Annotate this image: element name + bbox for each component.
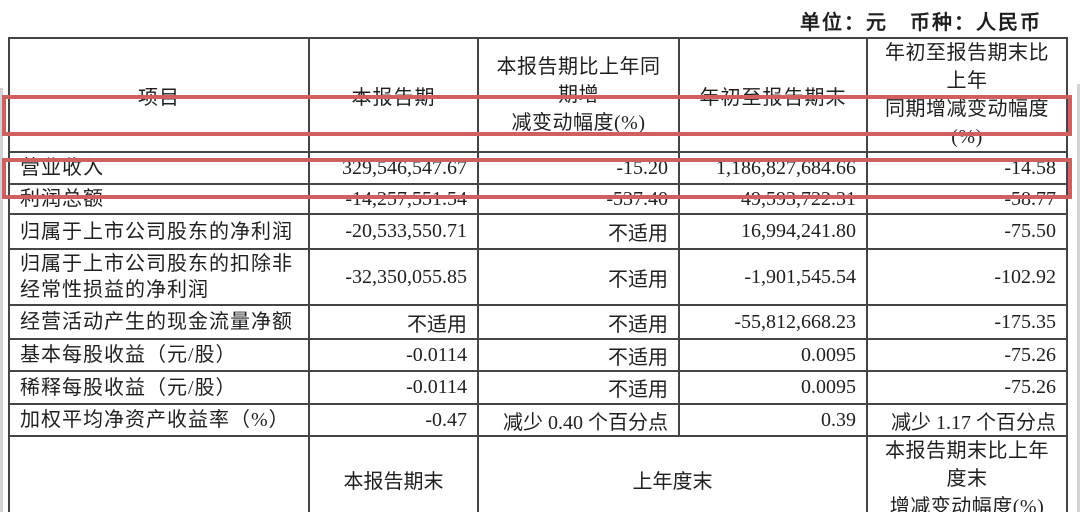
ytd-cell: -1,901,545.54 (678, 248, 868, 306)
ytd-cell: 1,186,827,684.66 (678, 151, 868, 185)
header-ytd-change: 年初至报告期末比上年 同期增减变动幅度(%) (866, 37, 1068, 153)
ytd-cell: -55,812,668.23 (678, 304, 868, 340)
table-subheader-row: 本报告期末 上年度末 本报告期末比上年度末 增减变动幅度(%) (8, 435, 1068, 512)
header-ytd: 年初至报告期末 (678, 37, 868, 153)
table-row-total-profit: 利润总额 -14,257,551.54 -537.40 49,593,722.3… (8, 183, 1068, 215)
header-ytd-change-line2: 同期增减变动幅度(%) (885, 98, 1049, 148)
page-right-edge (1077, 84, 1080, 512)
item-label-cell: 加权平均净资产收益率（%） (8, 403, 310, 437)
current-period-cell: -14,257,551.54 (308, 183, 479, 215)
item-label-cell: 基本每股收益（元/股） (8, 338, 310, 372)
ytd-change-cell: 减少 1.17 个百分点 (866, 403, 1068, 437)
current-period-cell: -32,350,055.85 (308, 248, 479, 306)
current-change-cell: -15.20 (477, 151, 680, 185)
header-current-period: 本报告期 (308, 37, 479, 153)
header-current-change-line1: 本报告期比上年同期增 (496, 56, 661, 106)
ytd-change-cell: -75.50 (866, 213, 1068, 250)
current-change-cell: 不适用 (477, 213, 680, 250)
table-row-deducted-net-profit: 归属于上市公司股东的扣除非经常性损益的净利润 -32,350,055.85 不适… (8, 248, 1068, 306)
current-change-cell: 不适用 (477, 248, 680, 306)
subheader-end-change-line1: 本报告期末比上年度末 (885, 440, 1049, 490)
current-change-cell: 减少 0.40 个百分点 (477, 403, 680, 437)
current-change-cell: -537.40 (477, 183, 680, 215)
current-period-cell: 不适用 (308, 304, 479, 340)
subheader-item (8, 435, 310, 512)
ytd-change-cell: -58.77 (866, 183, 1068, 215)
current-period-cell: 329,546,547.67 (308, 151, 479, 185)
header-item: 项目 (8, 37, 310, 153)
subheader-end-change-line2: 增减变动幅度(%) (889, 496, 1045, 512)
ytd-change-cell: -75.26 (866, 338, 1068, 372)
subheader-prev-year-end: 上年度末 (477, 435, 868, 512)
page-left-edge (0, 88, 3, 512)
current-change-cell: 不适用 (477, 338, 680, 372)
ytd-change-cell: -102.92 (866, 248, 1068, 306)
item-label-cell: 利润总额 (8, 183, 310, 215)
table-row-diluted-eps: 稀释每股收益（元/股） -0.0114 不适用 0.0095 -75.26 (8, 370, 1068, 405)
ytd-change-cell: -75.26 (866, 370, 1068, 405)
table-row-net-profit: 归属于上市公司股东的净利润 -20,533,550.71 不适用 16,994,… (8, 213, 1068, 250)
ytd-cell: 0.39 (678, 403, 868, 437)
current-period-cell: -0.0114 (308, 370, 479, 405)
item-label-cell: 归属于上市公司股东的净利润 (8, 213, 310, 250)
current-change-cell: 不适用 (477, 370, 680, 405)
table-row-weighted-avg-roe: 加权平均净资产收益率（%） -0.47 减少 0.40 个百分点 0.39 减少… (8, 403, 1068, 437)
ytd-cell: 0.0095 (678, 370, 868, 405)
subheader-end-change: 本报告期末比上年度末 增减变动幅度(%) (866, 435, 1068, 512)
header-ytd-change-line1: 年初至报告期末比上年 (885, 42, 1049, 92)
table-row-operating-cash-flow: 经营活动产生的现金流量净额 不适用 不适用 -55,812,668.23 -17… (8, 304, 1068, 340)
ytd-change-cell: -175.35 (866, 304, 1068, 340)
item-label-cell: 经营活动产生的现金流量净额 (8, 304, 310, 340)
table-row-revenue: 营业收入 329,546,547.67 -15.20 1,186,827,684… (8, 151, 1068, 185)
current-period-cell: -0.0114 (308, 338, 479, 372)
ytd-cell: 0.0095 (678, 338, 868, 372)
current-period-cell: -20,533,550.71 (308, 213, 479, 250)
unit-currency-label: 单位：元 币种：人民币 (800, 12, 1042, 34)
ytd-cell: 49,593,722.31 (678, 183, 868, 215)
header-current-change: 本报告期比上年同期增 减变动幅度(%) (477, 37, 680, 153)
ytd-cell: 16,994,241.80 (678, 213, 868, 250)
current-period-cell: -0.47 (308, 403, 479, 437)
header-current-change-line2: 减变动幅度(%) (511, 112, 646, 134)
subheader-current-end: 本报告期末 (308, 435, 479, 512)
ytd-change-cell: -14.58 (866, 151, 1068, 185)
item-label-cell: 归属于上市公司股东的扣除非经常性损益的净利润 (8, 248, 310, 306)
item-label-cell: 营业收入 (8, 151, 310, 185)
current-change-cell: 不适用 (477, 304, 680, 340)
table-row-basic-eps: 基本每股收益（元/股） -0.0114 不适用 0.0095 -75.26 (8, 338, 1068, 372)
financial-summary-table: 项目 本报告期 本报告期比上年同期增 减变动幅度(%) 年初至报告期末 年初至报… (8, 37, 1068, 512)
item-label-cell: 稀释每股收益（元/股） (8, 370, 310, 405)
table-header-row: 项目 本报告期 本报告期比上年同期增 减变动幅度(%) 年初至报告期末 年初至报… (8, 37, 1068, 153)
